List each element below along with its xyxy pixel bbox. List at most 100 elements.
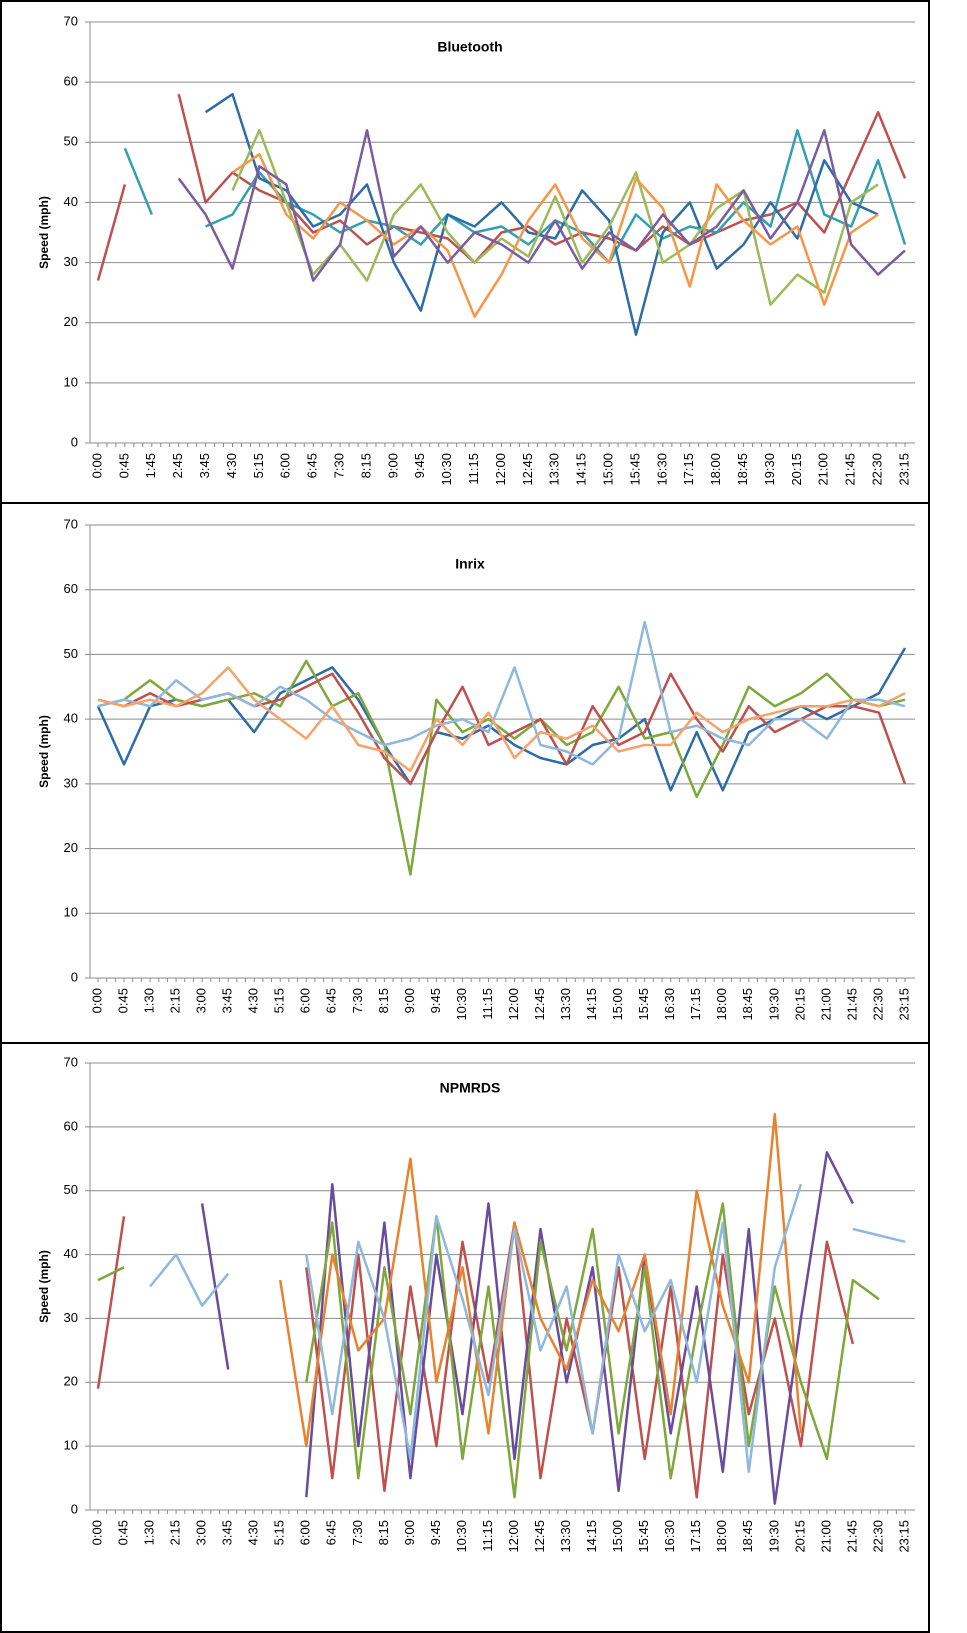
chart-panel: 0 10 20 30 40 50 60 70 0:00 0:45 1:45 2:45 3:45 4:30 5… [37,13,915,486]
y-tick-label: 60 [64,1118,78,1133]
series-line [97,666,906,773]
x-tick-label: 18:45 [740,1520,755,1553]
y-tick-label: 50 [64,646,78,661]
x-tick-label: 6:45 [324,988,339,1013]
x-tick-label: 3:00 [194,988,209,1013]
y-axis-label: Speed (mph) [37,715,51,788]
chart-title: Bluetooth [437,39,502,55]
y-tick-label: 0 [71,1501,78,1516]
x-tick-label: 4:30 [246,1520,261,1545]
y-tick-label: 70 [64,1054,78,1069]
x-tick-label: 23:15 [896,1520,911,1553]
x-tick-label: 22:30 [870,453,885,486]
x-tick-label: 2:15 [168,1520,183,1545]
x-tick-label: 21:00 [818,1520,833,1553]
x-tick-label: 23:15 [896,988,911,1021]
x-tick-label: 3:45 [220,988,235,1013]
x-tick-label: 8:15 [376,988,391,1013]
y-tick-label: 70 [64,516,78,531]
x-tick-label: 21:45 [844,988,859,1021]
x-tick-label: 12:45 [532,988,547,1021]
y-tick-label: 10 [64,905,78,920]
y-tick-label: 70 [64,13,78,28]
x-tick-label: 9:45 [428,1520,443,1545]
x-tick-label: 10:30 [439,453,454,486]
x-tick-label: 15:00 [601,453,616,486]
x-tick-label: 4:30 [246,988,261,1013]
x-tick-label: 5:15 [272,988,287,1013]
x-tick-label: 18:00 [708,453,723,486]
x-tick-label: 13:30 [547,453,562,486]
x-tick-label: 13:30 [558,988,573,1021]
x-tick-label: 1:30 [142,988,157,1013]
series-line [177,129,906,282]
x-tick-label: 17:15 [688,988,703,1021]
x-tick-label: 2:45 [170,453,185,478]
x-tick-label: 21:00 [818,988,833,1021]
x-tick-label: 23:15 [896,453,911,486]
x-tick-label: 0:00 [89,453,104,478]
chart-title: Inrix [455,556,485,572]
series-line [97,1202,880,1499]
x-tick-label: 12:45 [532,1520,547,1553]
x-tick-label: 12:45 [520,453,535,486]
x-tick-label: 7:30 [332,453,347,478]
y-tick-label: 30 [64,775,78,790]
y-tick-label: 30 [64,1310,78,1325]
x-tick-label: 8:15 [358,453,373,478]
x-tick-label: 15:00 [610,1520,625,1553]
x-tick-label: 14:15 [584,1520,599,1553]
series-line [97,659,906,876]
series-line [149,1183,906,1473]
x-tick-label: 12:00 [506,988,521,1021]
y-tick-label: 20 [64,1374,78,1389]
x-tick-label: 6:00 [298,1520,313,1545]
y-tick-label: 0 [71,434,78,449]
x-tick-label: 14:15 [584,988,599,1021]
x-tick-label: 1:30 [142,1520,157,1545]
x-tick-label: 8:15 [376,1520,391,1545]
x-tick-label: 21:45 [843,453,858,486]
chart-panel: 0 10 20 30 40 50 60 70 0:00 0:45 1:30 2:15 3:00 3:45 4… [0,502,930,1021]
y-tick-label: 40 [64,711,78,726]
y-axis-label: Speed (mph) [37,196,51,269]
x-tick-label: 6:45 [324,1520,339,1545]
x-tick-label: 20:15 [792,1520,807,1553]
x-tick-label: 19:30 [766,1520,781,1553]
x-tick-label: 7:30 [350,988,365,1013]
x-tick-label: 17:15 [688,1520,703,1553]
x-tick-label: 14:15 [574,453,589,486]
series-line [96,93,907,281]
x-tick-label: 15:45 [636,988,651,1021]
y-tick-label: 10 [64,1438,78,1453]
page-border [0,0,930,1633]
x-tick-label: 15:45 [627,453,642,486]
x-tick-label: 1:45 [143,453,158,478]
y-axis-label: Speed (mph) [37,1250,51,1323]
x-tick-label: 9:00 [402,988,417,1013]
x-tick-label: 18:45 [735,453,750,486]
series-line [204,92,879,336]
x-tick-label: 7:30 [350,1520,365,1545]
series-line [278,1112,803,1448]
y-tick-label: 50 [64,134,78,149]
x-tick-label: 16:30 [654,453,669,486]
x-tick-label: 0:00 [89,1520,104,1545]
x-tick-label: 21:45 [844,1520,859,1553]
x-tick-label: 15:45 [636,1520,651,1553]
y-tick-label: 60 [64,74,78,89]
x-tick-label: 6:00 [278,453,293,478]
x-tick-label: 10:30 [454,1520,469,1553]
series-line [231,153,879,318]
x-tick-label: 2:15 [168,988,183,1013]
y-tick-label: 50 [64,1182,78,1197]
y-tick-label: 30 [64,254,78,269]
x-tick-label: 3:45 [220,1520,235,1545]
x-tick-label: 0:00 [89,988,104,1013]
x-tick-label: 11:15 [480,988,495,1020]
x-tick-label: 18:00 [714,988,729,1021]
x-tick-label: 12:00 [506,1520,521,1553]
x-tick-label: 15:00 [610,988,625,1021]
x-tick-label: 9:00 [402,1520,417,1545]
